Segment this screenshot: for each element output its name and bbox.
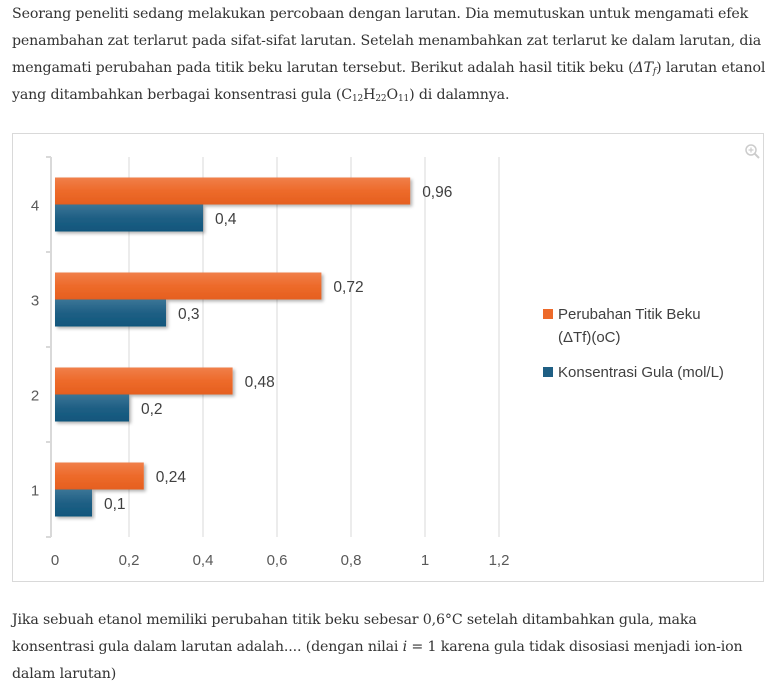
formula-c-subscript: 12 <box>351 94 364 104</box>
vant-hoff-value: = 1 <box>407 639 437 655</box>
legend-swatch <box>543 309 553 319</box>
y-tick-label: 3 <box>31 293 39 310</box>
data-label: 0,96 <box>422 184 452 201</box>
zoom-in-icon[interactable] <box>745 144 760 159</box>
bar-konsentrasi-gula <box>55 489 92 517</box>
x-tick-label: 0 <box>51 552 59 569</box>
data-label: 0,72 <box>333 279 363 296</box>
temperature-value: 0,6°C <box>422 612 463 628</box>
prompt-text-2: setelah ditambahkan gula, maka konsentra… <box>12 612 697 655</box>
x-tick-label: 0,6 <box>267 552 288 569</box>
bar-konsentrasi-gula <box>55 299 166 327</box>
y-axis <box>46 156 52 538</box>
prompt-text-1: Jika sebuah etanol memiliki perubahan ti… <box>12 612 423 628</box>
legend-swatch <box>543 367 553 377</box>
y-tick-label: 1 <box>31 483 39 500</box>
intro-text-3: ) di dalamnya. <box>409 87 510 103</box>
tick-labels: 0 0,2 0,4 0,6 0,8 1 1,2 1 2 3 4 <box>31 198 510 570</box>
vant-hoff-symbol: i <box>402 639 408 655</box>
data-label: 0,3 <box>178 306 200 323</box>
prompt-text-3: karena gula tidak disosiasi menjadi ion-… <box>12 639 743 682</box>
data-label: 0,1 <box>104 496 126 513</box>
bar-konsentrasi-gula <box>55 394 129 422</box>
bar-perubahan-titik-beku <box>55 177 411 205</box>
intro-text-1: Seorang peneliti sedang melakukan percob… <box>12 6 762 76</box>
formula-h-subscript: 22 <box>375 94 387 104</box>
bar-perubahan-titik-beku <box>55 367 233 395</box>
y-tick-label: 2 <box>31 388 39 405</box>
bar-chart: 0,240,10,480,20,720,30,960,4 0 0,2 0,4 0,6 0… <box>31 144 760 570</box>
legend: Perubahan Titik Beku (ΔTf)(oC) Konsentrasi… <box>543 306 724 381</box>
formula-o: O <box>386 87 398 103</box>
intro-text-2: ) larutan etanol yang ditambahkan berbag… <box>12 60 766 103</box>
legend-label: Perubahan Titik Beku <box>558 306 701 323</box>
x-tick-label: 0,4 <box>193 552 214 569</box>
bar-perubahan-titik-beku <box>55 272 322 300</box>
question-intro: Seorang peneliti sedang melakukan percob… <box>12 1 772 109</box>
delta-t-symbol: ΔTf <box>633 60 657 77</box>
data-label: 0,2 <box>141 401 163 418</box>
x-tick-label: 1 <box>421 552 429 569</box>
data-label: 0,48 <box>245 374 275 391</box>
x-tick-label: 0,8 <box>341 552 362 569</box>
bars <box>55 177 411 517</box>
y-tick-label: 4 <box>31 198 39 215</box>
chart-container: 0,24 0,1 0,48 0,2 0,72 0,3 0,96 0,4 0 0,2 0,4 0,6 0… <box>12 133 764 582</box>
question-prompt: Jika sebuah etanol memiliki perubahan ti… <box>12 607 772 688</box>
bar-perubahan-titik-beku <box>55 462 144 490</box>
x-tick-label: 0,2 <box>119 552 140 569</box>
delta-t-subscript: f <box>652 67 657 77</box>
legend-label: (ΔTf)(oC) <box>558 329 621 346</box>
data-label: 0,4 <box>215 211 237 228</box>
bar-konsentrasi-gula <box>55 204 203 232</box>
formula-h: H <box>363 87 376 103</box>
legend-label: Konsentrasi Gula (mol/L) <box>558 364 724 381</box>
x-tick-label: 1,2 <box>489 552 510 569</box>
data-labels: 0,24 0,1 0,48 0,2 0,72 0,3 0,96 0,4 <box>104 184 452 513</box>
formula-o-subscript: 11 <box>397 94 410 104</box>
delta-t-text: ΔT <box>633 60 653 76</box>
data-label: 0,24 <box>156 469 187 486</box>
